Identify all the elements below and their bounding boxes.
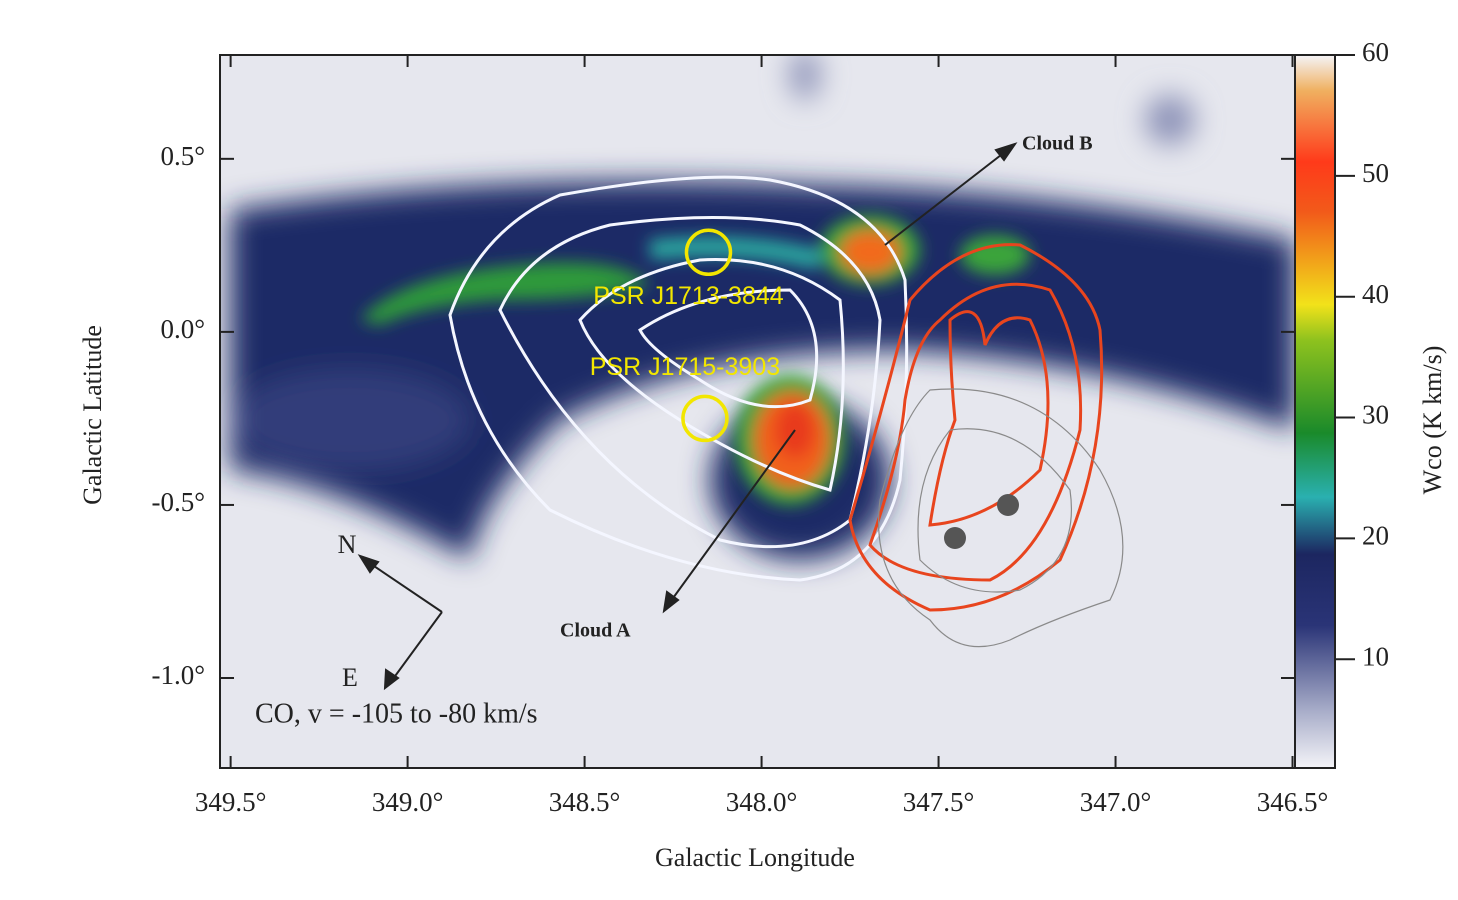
colorbar-tick-label: 20 [1362,521,1389,551]
colorbar-tick-label: 40 [1362,279,1389,309]
x-tick-label: 346.5° [1257,787,1329,817]
pulsar-label: PSR J1713-3844 [593,282,784,310]
y-tick-label: 0.0° [160,314,205,344]
colorbar-tick-label: 30 [1362,400,1389,430]
colorbar-tick-label: 50 [1362,158,1389,188]
y-tick-label: -1.0° [151,660,205,690]
y-tick-label: -0.5° [151,487,205,517]
x-tick-label: 347.0° [1080,787,1152,817]
annotation: Cloud A [560,620,631,642]
x-axis-label: Galactic Longitude [655,843,855,872]
annotation: E [342,663,358,692]
annotation: CO, v = -105 to -80 km/s [255,698,538,729]
annotation: Cloud B [1022,133,1093,155]
chart: Cloud B Cloud A N E CO, v = -105 to -80 … [0,0,1458,900]
x-tick-label: 348.5° [549,787,621,817]
colorbar [1295,55,1335,768]
x-tick-label: 348.0° [726,787,798,817]
annotation: N [338,530,357,559]
x-tick-label: 347.5° [903,787,975,817]
y-axis-label: Galactic Latitude [78,325,107,505]
x-tick-label: 349.5° [195,787,267,817]
y-tick-label: 0.5° [160,141,205,171]
co-map [220,50,1295,768]
x-tick-label: 349.0° [372,787,444,817]
colorbar-label: Wco (K km/s) [1418,346,1447,495]
colorbar-tick-label: 60 [1362,37,1389,67]
colorbar-tick-label: 10 [1362,641,1389,671]
pulsar-label: PSR J1715-3903 [590,353,780,381]
